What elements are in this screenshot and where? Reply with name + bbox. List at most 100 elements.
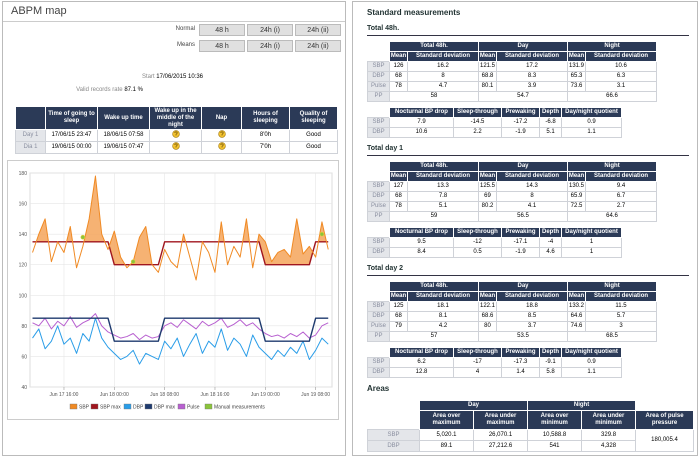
sleep-table: Time of going to sleep Wake up time Wake u…	[15, 106, 338, 154]
cell: 3.1	[585, 81, 658, 92]
legend-marker	[144, 403, 153, 410]
cell: 9.5	[389, 237, 454, 248]
cell: 1.1	[561, 367, 622, 378]
sub-header-row: Area over maximum Area under maximum Area …	[368, 410, 695, 430]
cell: 133.2	[567, 301, 587, 312]
data-row: DBP 12.8 4 1.4 5.8 1.1	[367, 367, 622, 378]
sub-header: Mean	[389, 51, 408, 62]
sub-header-row: Mean Standard deviation Mean Standard devia…	[368, 291, 658, 302]
cell: 56.5	[477, 211, 569, 222]
row-label: SBP	[367, 357, 390, 368]
toggle-button[interactable]: 24h (i)	[247, 24, 293, 36]
sub-header: Mean	[567, 291, 587, 302]
cell: 8.1	[407, 311, 479, 322]
chart: 40 60 80 100 120 140 160 180 Jun 17 16:00 Jun 18 …	[19, 171, 333, 411]
header-row: Time of going to sleep Wake up time Wake u…	[15, 106, 338, 130]
sub-header: Standard deviation	[495, 171, 569, 182]
sub-header: Standard deviation	[585, 51, 658, 62]
x-tick-label: Jun 18 08:00	[150, 392, 179, 398]
icon-glyph	[174, 131, 178, 136]
column-header: Depth	[539, 347, 562, 358]
group-header: Total 48h.	[389, 161, 479, 172]
row-label: Pulse	[367, 201, 390, 212]
row-label: Pulse	[367, 321, 390, 332]
cell: 8.3	[495, 71, 569, 82]
manual-point	[80, 234, 86, 240]
y-tick-label: 60	[21, 354, 27, 360]
cell: 27,212.6	[472, 440, 529, 452]
cell: 4.2	[407, 321, 479, 332]
toggle-button[interactable]: 24h (i)	[247, 40, 293, 52]
cell: 5,020.1	[419, 429, 474, 441]
cell: 122.1	[478, 301, 497, 312]
toggle-button[interactable]: 48 h	[199, 24, 245, 36]
cell: 78	[389, 81, 408, 92]
cell: 72.5	[567, 201, 587, 212]
sleep-row: Dia 1 19/06/15 00:00 19/06/15 07:47 7'0h Goo…	[15, 141, 338, 154]
label: Valid records rate	[76, 87, 123, 93]
row-label: DBP	[367, 247, 390, 258]
panel-title: ABPM map	[11, 5, 67, 17]
cell: 16.2	[407, 61, 479, 72]
legend-label: DBP max	[154, 405, 176, 411]
means-table: Total 48h. Day Night Mean Standard deviation…	[367, 41, 658, 102]
sub-header: Mean	[567, 51, 587, 62]
row-label: SBP	[367, 181, 390, 192]
header-row: Nocturnal BP drop Sleep-through Prewaking D…	[367, 227, 622, 238]
cell: 10.6	[585, 61, 658, 72]
cell: 79	[389, 321, 408, 332]
sleep-row: Day 1 17/06/15 23:47 18/06/15 07:58 8'0h Goo…	[15, 129, 338, 142]
sub-header-row: Mean Standard deviation Mean Standard devia…	[368, 171, 658, 182]
cell: 19/06/15 00:00	[45, 141, 98, 154]
toggle-button[interactable]: 48 h	[199, 40, 245, 52]
data-row: SBP 127 13.3 125.5 14.3 130.5 9.4	[367, 181, 658, 192]
cell: 78	[389, 201, 408, 212]
help-icon	[171, 130, 180, 138]
column-header: Sleep-through	[453, 107, 502, 118]
cell: 8	[495, 191, 569, 202]
help-icon	[217, 142, 226, 150]
cell: -6.8	[539, 117, 562, 128]
column-header: Sleep-through	[453, 227, 502, 238]
divider	[3, 21, 345, 22]
cell: 68	[389, 311, 408, 322]
row-label: DBP	[367, 367, 390, 378]
group-header: Night	[527, 400, 637, 411]
sub-header: Area under maximum	[472, 410, 529, 430]
section-line	[367, 155, 689, 156]
cell: 74.6	[567, 321, 587, 332]
row-label: DBP	[367, 440, 420, 452]
blank	[367, 107, 390, 118]
group-header: Night	[567, 161, 658, 172]
x-tick-label: Jun 18 00:00	[100, 392, 129, 398]
row-label: PP	[367, 91, 390, 102]
toggle-button[interactable]: 24h (ii)	[295, 40, 341, 52]
data-row: DBP 68 7.8 69 8 65.9 6.7	[367, 191, 658, 202]
y-tick-label: 120	[19, 263, 28, 269]
cell: 4	[453, 367, 502, 378]
sub-header: Standard deviation	[407, 51, 479, 62]
cell: 6.2	[389, 357, 454, 368]
cell: 14.3	[495, 181, 569, 192]
data-row: SBP 6.2 -17 -17.3 -9.1 0.9	[367, 357, 622, 368]
cell: 10.6	[389, 127, 454, 138]
sub-header: Area under minimum	[581, 410, 637, 430]
cell: 121.5	[478, 61, 497, 72]
cell: 8'0h	[241, 129, 290, 142]
cell: 10,588.8	[527, 429, 583, 441]
cell: 1.1	[561, 127, 622, 138]
corner	[15, 106, 46, 130]
measurements-panel: Standard measurements Total 48h. Total 48…	[352, 1, 698, 456]
toggle-button[interactable]: 24h (ii)	[295, 24, 341, 36]
sub-header: Area over maximum	[419, 410, 474, 430]
help-icon	[171, 142, 180, 150]
cell: -1.9	[501, 127, 540, 138]
sub-header: Standard deviation	[407, 171, 479, 182]
row-label: DBP	[367, 71, 390, 82]
cell: 65.9	[567, 191, 587, 202]
cell: 8	[407, 71, 479, 82]
cell: 5.7	[585, 311, 658, 322]
column-header: Wake up in the middle of the night	[149, 106, 202, 130]
cell: 68.6	[478, 311, 497, 322]
cell: 4,328	[581, 440, 637, 452]
